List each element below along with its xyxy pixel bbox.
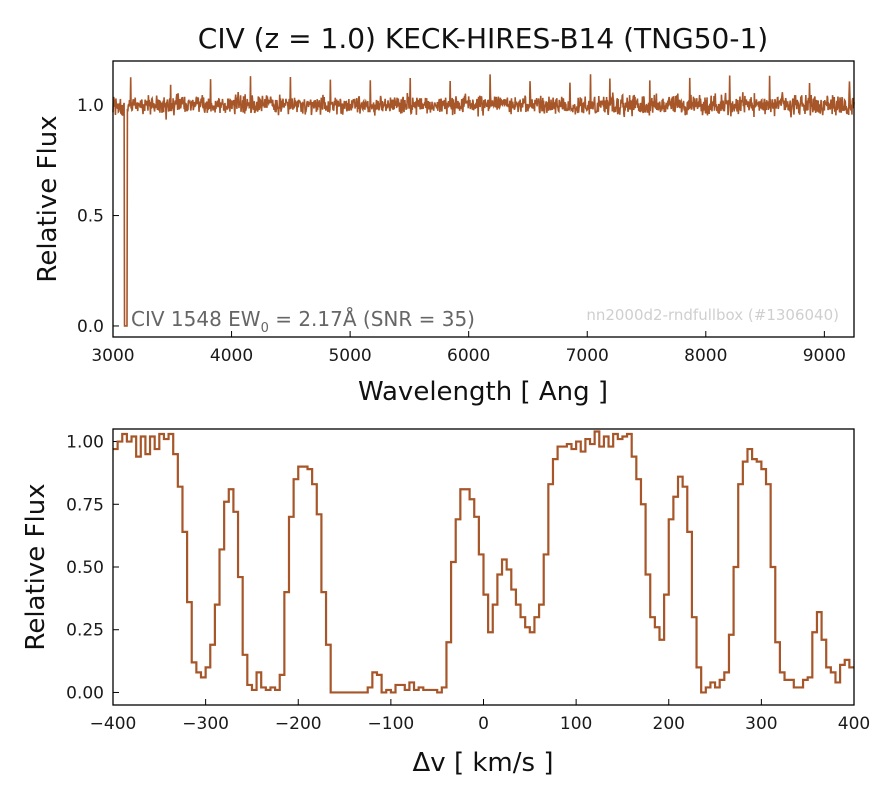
top-x-tick-label: 8000 (684, 346, 727, 366)
top-x-tick-label: 4000 (210, 346, 253, 366)
watermark: nn2000d2-rndfullbox (#1306040) (586, 306, 839, 324)
top-annotation: CIV 1548 EW0 = 2.17Å (SNR = 35) (131, 307, 475, 336)
top-axes-frame (112, 60, 855, 338)
bottom-x-tick-label: −300 (182, 714, 229, 734)
bottom-x-tick-label: 100 (560, 714, 592, 734)
bottom-y-tick-label: 1.00 (66, 433, 104, 453)
top-x-tick-label: 6000 (447, 346, 490, 366)
bottom-y-tick-label: 0.00 (66, 683, 104, 703)
bottom-y-axis-label: Relative Flux (21, 483, 51, 650)
top-x-axis-label: Wavelength [ Ang ] (358, 377, 608, 407)
bottom-x-axis-label: Δv [ km/s ] (413, 748, 554, 778)
bottom-x-tick-label: 200 (653, 714, 685, 734)
bottom-x-tick-label: −400 (90, 714, 137, 734)
top-spectrum-panel: 3000 4000 5000 6000 7000 8000 9000 0.0 0.5 1.0 CI… (33, 60, 855, 407)
top-y-tick-label: 1.0 (77, 96, 104, 116)
top-y-axis-label: Relative Flux (33, 115, 63, 282)
bottom-velocity-panel: −400 −300 −200 −100 0 100 200 300 400 0.00 0.25 0.5… (21, 428, 870, 778)
figure-title: CIV (z = 1.0) KECK-HIRES-B14 (TNG50-1) (198, 22, 768, 55)
top-axis-ticks (112, 104, 825, 337)
bottom-x-tick-label: 300 (745, 714, 777, 734)
bottom-axis-tick-labels: −400 −300 −200 −100 0 100 200 300 400 0.00 0.25 0.5… (66, 433, 870, 734)
bottom-flux-line (113, 430, 854, 694)
top-x-tick-label: 5000 (328, 346, 371, 366)
bottom-axes-frame (112, 428, 855, 706)
top-axis-tick-labels: 3000 4000 5000 6000 7000 8000 9000 0.0 0.5 1.0 (77, 96, 846, 366)
bottom-x-tick-label: −100 (368, 714, 415, 734)
bottom-y-tick-label: 0.25 (66, 621, 104, 641)
bottom-x-tick-label: 0 (478, 714, 489, 734)
top-x-tick-label: 3000 (91, 346, 134, 366)
top-x-tick-label: 9000 (803, 346, 846, 366)
top-x-tick-label: 7000 (566, 346, 609, 366)
bottom-y-tick-label: 0.50 (66, 558, 104, 578)
top-y-tick-label: 0.5 (77, 207, 104, 227)
bottom-y-tick-label: 0.75 (66, 495, 104, 515)
top-flux-line (112, 74, 855, 327)
top-y-tick-label: 0.0 (77, 317, 104, 337)
bottom-x-tick-label: 400 (838, 714, 870, 734)
bottom-x-tick-label: −200 (275, 714, 322, 734)
